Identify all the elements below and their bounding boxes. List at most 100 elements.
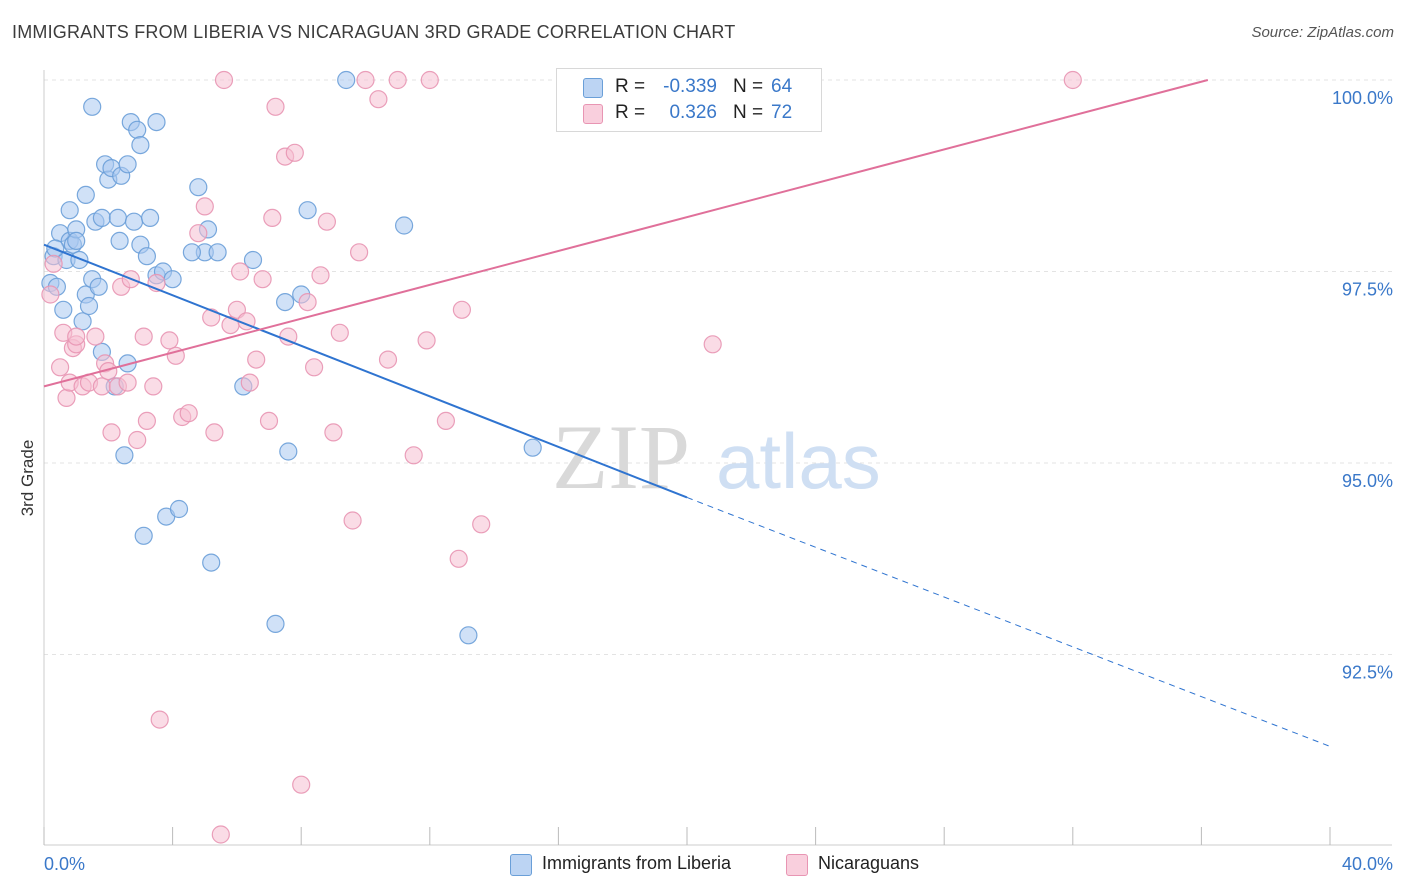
legend-n-label: N =: [733, 102, 764, 123]
point-liberia: [266, 614, 285, 634]
legend-r-value: -0.339: [663, 76, 717, 97]
point-liberia: [202, 553, 221, 572]
x-tick-label: 40.0%: [1342, 854, 1393, 874]
point-liberia: [182, 243, 201, 262]
point-liberia: [83, 97, 102, 116]
legend-swatch-nicaraguans: [583, 104, 603, 124]
point-liberia: [134, 526, 153, 545]
legend-row-liberia: R = -0.339 N = 64: [557, 75, 821, 101]
point-liberia: [141, 208, 160, 227]
point-nicaraguans: [330, 323, 349, 342]
point-liberia: [276, 293, 295, 312]
bottom-legend-label-nicaraguans: Nicaraguans: [818, 853, 920, 873]
point-liberia: [279, 442, 298, 461]
point-liberia: [147, 112, 166, 132]
legend-swatch-liberia: [583, 78, 603, 98]
point-nicaraguans: [102, 423, 121, 442]
point-liberia: [110, 231, 129, 250]
bottom-legend-label-liberia: Immigrants from Liberia: [542, 853, 732, 873]
point-nicaraguans: [160, 331, 179, 350]
point-liberia: [54, 300, 73, 319]
point-liberia: [76, 185, 95, 204]
point-nicaraguans: [452, 300, 471, 319]
point-nicaraguans: [240, 373, 259, 392]
point-nicaraguans: [57, 388, 76, 407]
point-nicaraguans: [41, 285, 60, 304]
point-liberia: [298, 201, 317, 220]
point-liberia: [92, 208, 112, 227]
point-nicaraguans: [211, 825, 230, 844]
point-nicaraguans: [221, 316, 240, 335]
point-nicaraguans: [1063, 70, 1082, 90]
legend-r-value: 0.326: [669, 102, 717, 123]
point-liberia: [73, 312, 92, 331]
point-liberia: [128, 120, 147, 139]
point-nicaraguans: [134, 327, 153, 346]
point-liberia: [337, 70, 356, 90]
x-tick-label: 0.0%: [44, 854, 85, 874]
point-liberia: [67, 231, 86, 250]
point-liberia: [189, 178, 208, 197]
legend-n-value: 64: [771, 76, 793, 97]
point-nicaraguans: [231, 262, 250, 281]
point-liberia: [459, 626, 478, 645]
point-nicaraguans: [436, 411, 455, 430]
point-liberia: [108, 208, 128, 227]
point-nicaraguans: [292, 775, 311, 794]
watermark: ZIP atlas: [552, 406, 881, 508]
point-liberia: [60, 201, 79, 220]
point-nicaraguans: [305, 358, 324, 377]
legend-n-label: N =: [733, 76, 764, 97]
point-nicaraguans: [420, 70, 439, 90]
point-liberia: [118, 155, 137, 174]
y-tick-label: 97.5%: [1342, 280, 1393, 300]
point-liberia: [79, 296, 99, 316]
point-nicaraguans: [472, 515, 491, 534]
legend-row-nicaraguans: R = 0.326 N = 72: [557, 101, 821, 127]
point-nicaraguans: [285, 143, 304, 162]
point-nicaraguans: [92, 377, 112, 396]
y-tick-label: 100.0%: [1332, 88, 1393, 108]
point-nicaraguans: [369, 90, 388, 109]
point-liberia: [395, 216, 414, 235]
point-nicaraguans: [703, 335, 722, 354]
point-nicaraguans: [179, 404, 198, 423]
legend-n-value: 72: [771, 102, 793, 123]
bottom-legend-swatch-liberia: [510, 854, 532, 876]
point-nicaraguans: [259, 411, 279, 430]
scatter-points: [41, 70, 1082, 844]
y-axis-label: 3rd Grade: [18, 439, 37, 517]
grid-lines: [44, 79, 1392, 655]
trendline-liberia: [43, 243, 688, 499]
point-liberia: [124, 212, 144, 231]
bottom-legend-swatch-nicaraguans: [786, 854, 808, 876]
point-nicaraguans: [388, 70, 407, 90]
point-nicaraguans: [350, 243, 369, 262]
y-tick-label: 95.0%: [1342, 471, 1393, 491]
legend-r-label: R =: [615, 76, 646, 97]
point-nicaraguans: [404, 446, 423, 465]
chart-title: IMMIGRANTS FROM LIBERIA VS NICARAGUAN 3R…: [12, 22, 736, 42]
point-nicaraguans: [263, 208, 282, 227]
point-nicaraguans: [202, 308, 221, 327]
point-nicaraguans: [118, 373, 137, 392]
tick-labels: 92.5% 95.0% 97.5% 100.0% 0.0% 40.0%: [44, 88, 1393, 874]
point-liberia: [163, 270, 182, 289]
point-liberia: [523, 438, 542, 457]
trend-lines: [43, 79, 1331, 747]
y-tick-label: 92.5%: [1342, 663, 1393, 683]
point-nicaraguans: [247, 350, 266, 369]
point-nicaraguans: [378, 350, 398, 369]
point-nicaraguans: [449, 549, 468, 568]
point-nicaraguans: [266, 97, 285, 116]
watermark-zip: ZIP: [552, 406, 690, 508]
axes: [43, 70, 1392, 846]
point-liberia: [89, 277, 108, 296]
point-liberia: [131, 136, 150, 155]
point-nicaraguans: [86, 327, 105, 346]
point-liberia: [70, 250, 89, 270]
point-nicaraguans: [44, 254, 63, 273]
point-nicaraguans: [189, 224, 208, 243]
point-nicaraguans: [67, 327, 86, 346]
